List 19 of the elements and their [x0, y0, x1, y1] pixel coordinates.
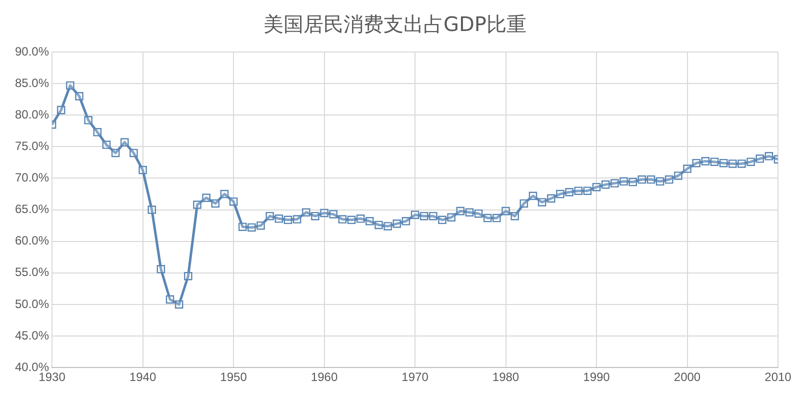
x-tick-label: 1940 [129, 370, 156, 384]
y-tick-label: 50.0% [14, 296, 50, 311]
y-tick-label: 80.0% [14, 107, 50, 122]
x-tick-label: 1950 [220, 370, 248, 384]
x-tick-label: 1990 [583, 370, 610, 384]
y-tick-label: 90.0% [14, 44, 50, 58]
x-tick-label: 1980 [492, 370, 520, 384]
y-tick-label: 85.0% [14, 76, 50, 90]
y-tick-label: 55.0% [14, 265, 50, 280]
chart-title: 美国居民消费支出占GDP比重 [264, 12, 526, 36]
x-tick-label: 2010 [764, 370, 792, 384]
y-tick-label: 60.0% [14, 234, 50, 248]
x-tick-label: 1960 [310, 370, 338, 384]
y-tick-label: 65.0% [14, 202, 50, 216]
x-tick-label: 2000 [674, 370, 701, 384]
x-tick-label: 1970 [402, 370, 429, 384]
y-tick-label: 75.0% [14, 138, 50, 153]
y-tick-label: 45.0% [14, 328, 50, 342]
y-tick-label: 70.0% [14, 170, 50, 185]
